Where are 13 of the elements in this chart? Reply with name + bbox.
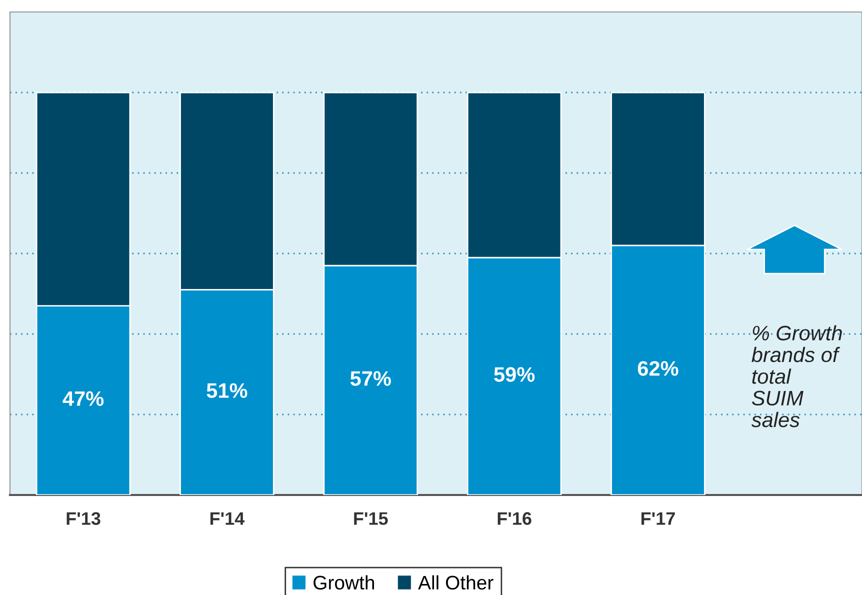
- legend-label: Growth: [314, 575, 374, 590]
- text: % Growth brands of total SUIM sales: [751, 325, 842, 428]
- x-tick-label: F'13: [66, 512, 100, 525]
- data-label: 51%: [206, 383, 248, 398]
- x-tick-label: F'17: [641, 512, 675, 525]
- x-tick-label: F'16: [498, 512, 532, 525]
- x-tick-label: F'15: [354, 512, 388, 525]
- legend-label: All Other: [418, 575, 494, 590]
- data-label: 47%: [62, 391, 104, 406]
- data-label: 59%: [494, 367, 535, 382]
- x-tick-label: F'14: [210, 512, 245, 525]
- data-label: 57%: [350, 371, 391, 386]
- data-label: 62%: [638, 361, 678, 376]
